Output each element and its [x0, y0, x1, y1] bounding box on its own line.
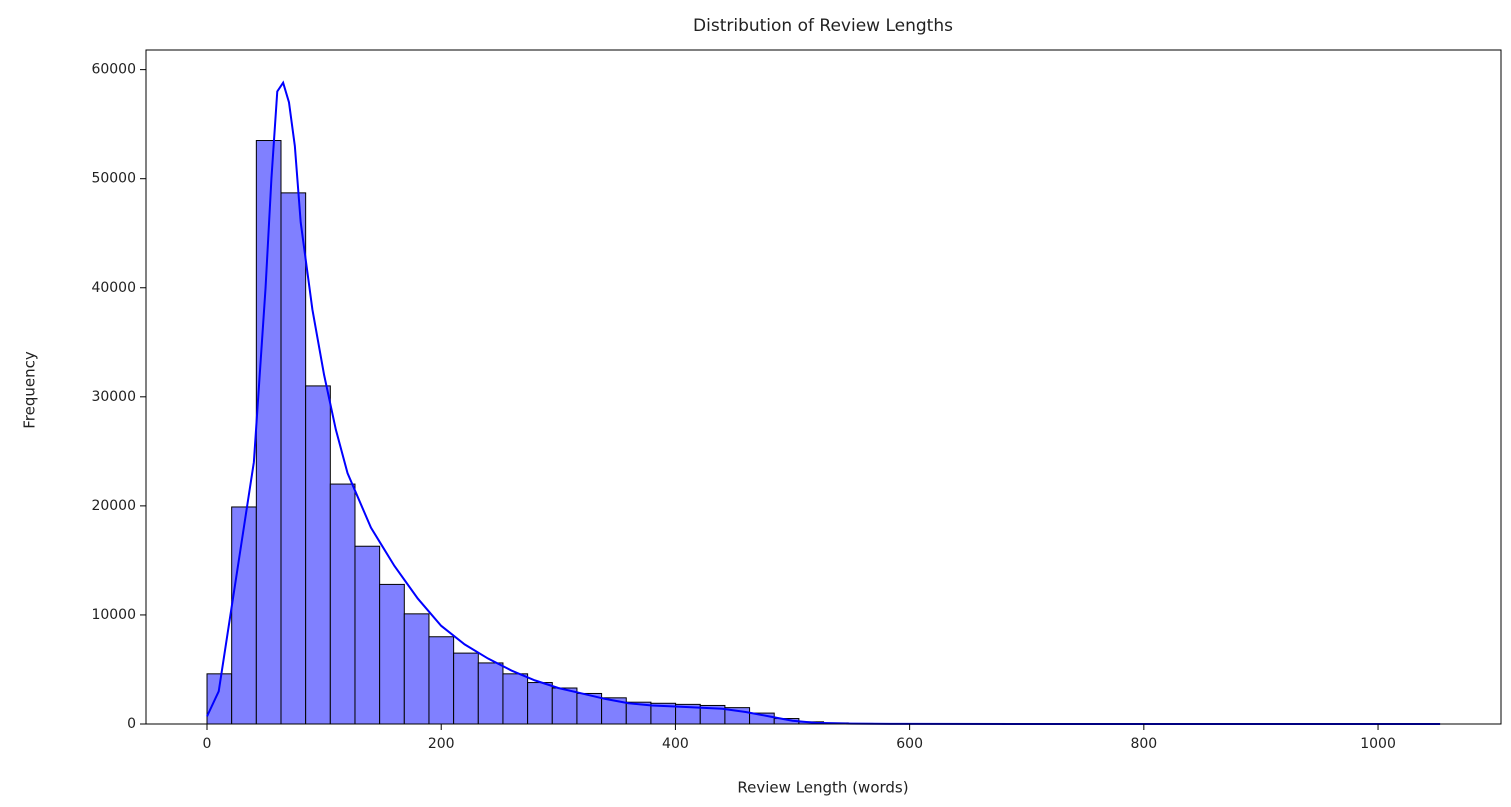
y-tick-label: 40000	[91, 280, 136, 296]
x-tick-label: 600	[896, 736, 923, 752]
bar	[527, 682, 553, 725]
bar	[403, 613, 430, 725]
y-tick-label: 50000	[91, 171, 136, 187]
x-tick-label: 200	[428, 736, 455, 752]
y-tick-label: 0	[127, 716, 136, 732]
bar	[379, 583, 405, 725]
x-tick-label: 800	[1130, 736, 1157, 752]
bar	[329, 483, 356, 725]
x-tick-label: 400	[662, 736, 689, 752]
x-tick-label: 1000	[1360, 736, 1396, 752]
bar	[477, 662, 504, 725]
y-tick-label: 30000	[91, 389, 136, 405]
kde-line	[206, 80, 1441, 725]
bar	[354, 545, 381, 725]
bar	[280, 192, 307, 725]
y-tick-label: 60000	[91, 62, 136, 78]
bar	[453, 652, 479, 725]
chart-title: Distribution of Review Lengths	[693, 16, 953, 36]
bar	[502, 673, 529, 725]
bar	[551, 687, 578, 725]
x-tick-label: 0	[203, 736, 212, 752]
y-tick-label: 10000	[91, 607, 136, 623]
y-tick-label: 20000	[91, 498, 136, 514]
y-axis-label: Frequency	[21, 351, 39, 429]
plot-frame	[145, 49, 1502, 725]
bar	[305, 385, 331, 725]
bar	[231, 506, 257, 725]
x-axis-label: Review Length (words)	[737, 779, 908, 797]
bar	[428, 636, 455, 725]
